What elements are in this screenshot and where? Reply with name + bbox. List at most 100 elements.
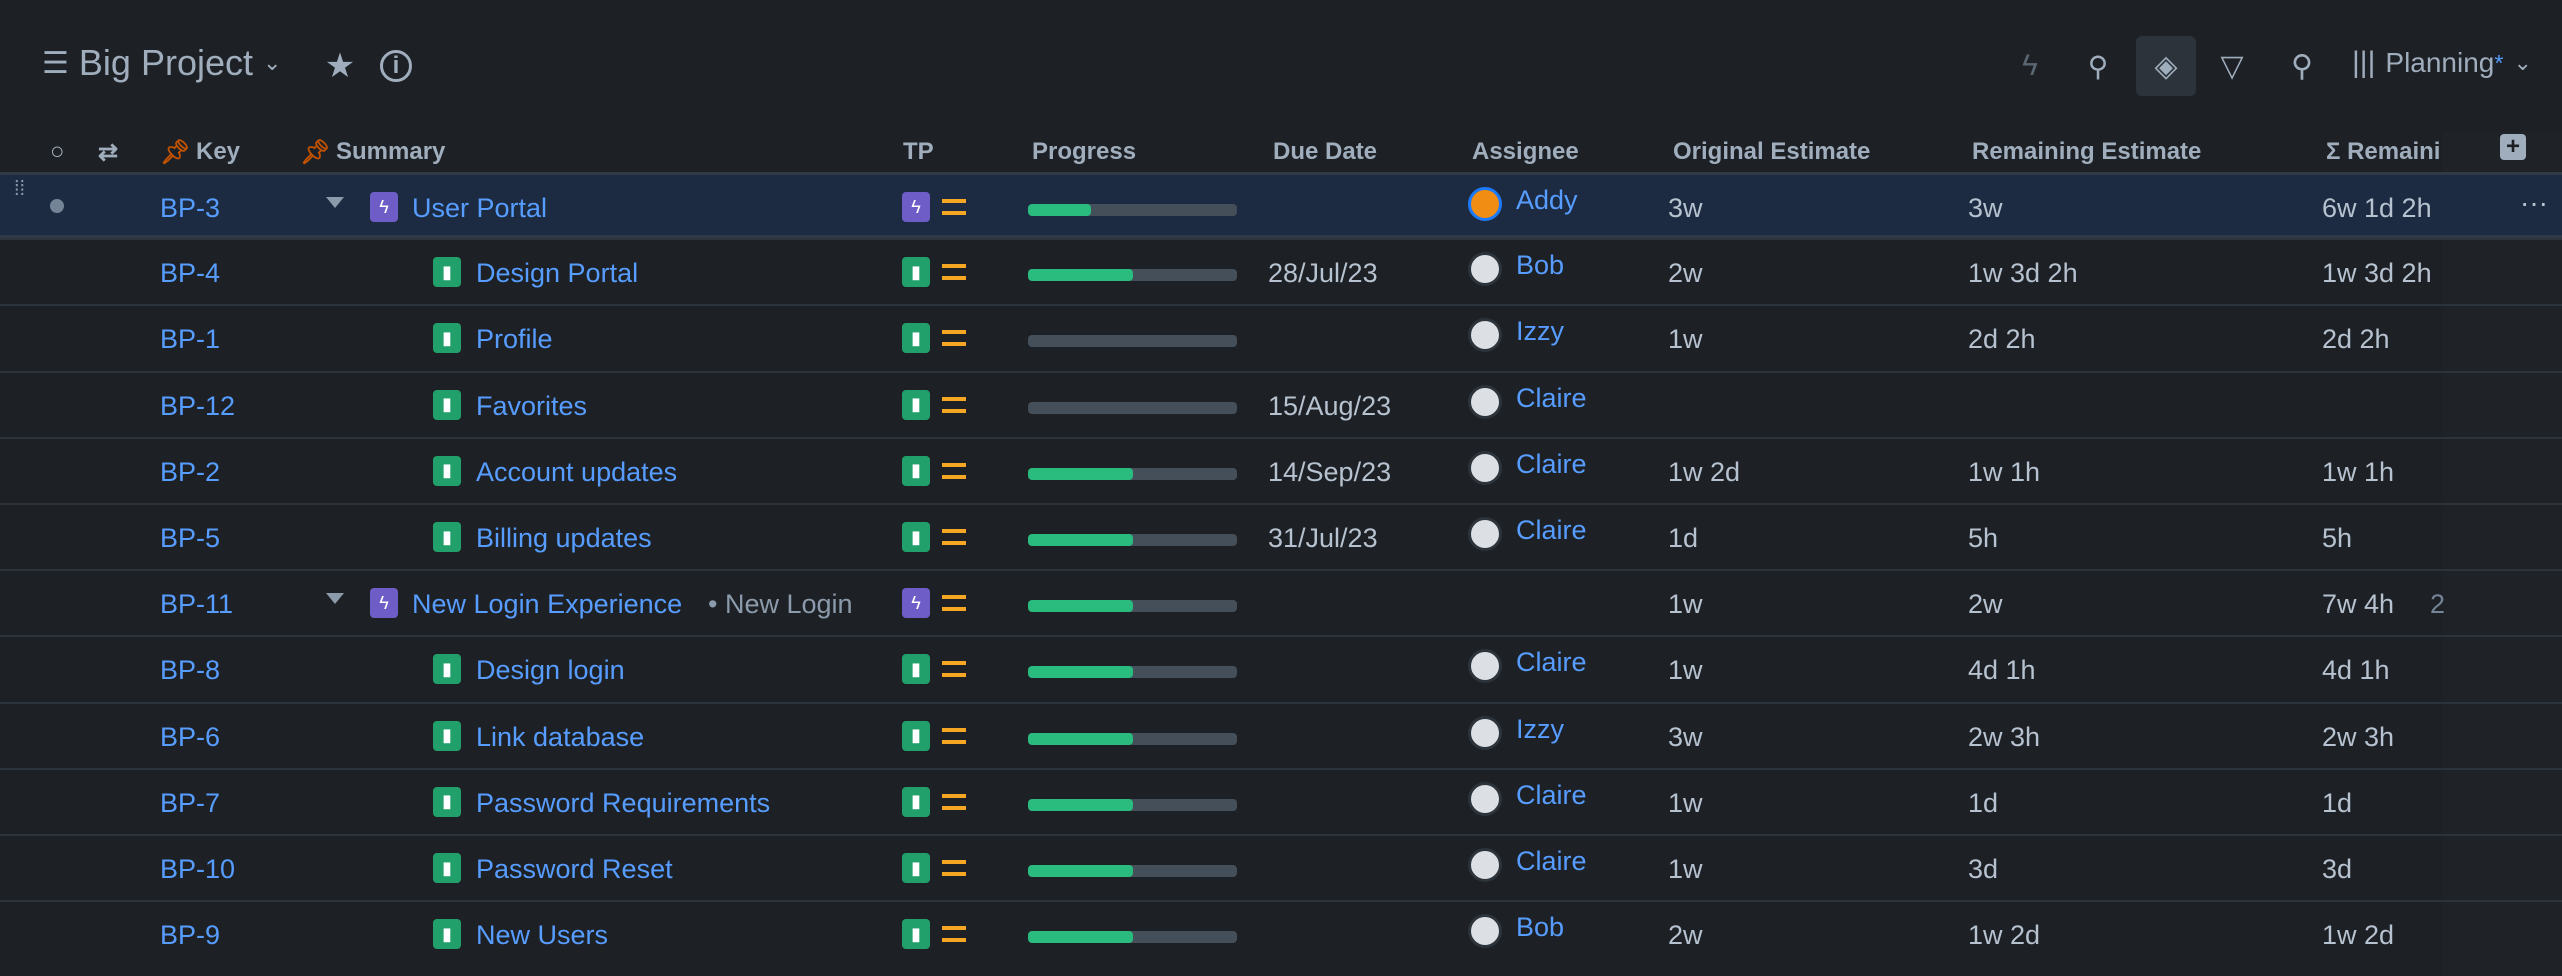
assignee-link[interactable]: Izzy: [1516, 316, 1565, 347]
assignee-link[interactable]: Claire: [1516, 382, 1587, 413]
sum-remaining-estimate: 7w 4h: [2322, 589, 2395, 620]
avatar: [1468, 715, 1502, 750]
issue-key-link[interactable]: BP-6: [160, 721, 221, 752]
column-sum-remaining[interactable]: Σ Remaini: [2326, 138, 2440, 165]
summary-link[interactable]: Profile: [476, 324, 553, 355]
progress-fill: [1028, 865, 1133, 877]
progress-bar: [1028, 534, 1237, 546]
issue-key-link[interactable]: BP-3: [160, 193, 221, 223]
table-row[interactable]: BP-4 ▮ Design Portal ▮ 28/Jul/23 Bob 2w 1w 3d 2…: [0, 238, 2562, 304]
table-row[interactable]: BP-7 ▮ Password Requirements ▮ Claire 1w 1d 1d: [0, 767, 2562, 834]
progress-fill: [1028, 534, 1133, 546]
assignee-link[interactable]: Claire: [1516, 846, 1587, 876]
original-estimate: 3w: [1668, 193, 1703, 223]
summary-link[interactable]: Password Requirements: [476, 787, 771, 818]
info-icon[interactable]: i: [380, 50, 412, 82]
progress-bar: [1028, 269, 1237, 282]
table-row[interactable]: BP-10 ▮ Password Reset ▮ Claire 1w 3d 3d: [0, 834, 2562, 900]
column-due-date[interactable]: Due Date: [1273, 138, 1378, 165]
table-row[interactable]: BP-9 ▮ New Users ▮ Bob 2w 1w 2d 1w 2d: [0, 900, 2562, 966]
view-selector[interactable]: ||| Planning * ⌄: [2352, 46, 2532, 80]
summary-link[interactable]: Billing updates: [476, 523, 652, 553]
assignee-link[interactable]: Claire: [1516, 647, 1587, 678]
filter-icon[interactable]: ▽: [2220, 49, 2244, 83]
issue-key-link[interactable]: BP-11: [160, 589, 234, 620]
issue-key-link[interactable]: BP-1: [160, 324, 221, 355]
summary-link[interactable]: User Portal: [412, 193, 548, 223]
sum-remaining-estimate: 2d 2h: [2322, 324, 2390, 355]
progress-fill: [1028, 931, 1133, 944]
pin-icon[interactable]: 📌︎: [160, 139, 191, 166]
column-summary[interactable]: Summary: [336, 138, 446, 165]
table-row[interactable]: BP-11 ϟ New Login Experience • New Login ϟ 1w…: [0, 569, 2562, 635]
more-actions-icon[interactable]: ···: [2520, 187, 2548, 218]
assignee-link[interactable]: Claire: [1516, 515, 1587, 545]
avatar: [1468, 384, 1502, 419]
sum-remaining-estimate: 2w 3h: [2322, 721, 2395, 752]
summary-link[interactable]: Design login: [476, 655, 625, 686]
swap-icon[interactable]: ⇄: [98, 139, 119, 166]
summary-link[interactable]: New Login Experience: [412, 589, 683, 620]
project-title: Big Project: [78, 42, 253, 83]
expand-caret-icon[interactable]: [326, 593, 344, 605]
column-remaining-estimate[interactable]: Remaining Estimate: [1972, 138, 2202, 165]
column-progress[interactable]: Progress: [1032, 138, 1137, 165]
table-row[interactable]: BP-1 ▮ Profile ▮ Izzy 1w 2d 2h 2d 2h: [0, 304, 2562, 370]
assignee-link[interactable]: Izzy: [1516, 713, 1565, 744]
pin-icon[interactable]: ⚲: [2087, 50, 2109, 82]
column-key[interactable]: Key: [196, 138, 241, 165]
remaining-estimate: 4d 1h: [1968, 655, 2036, 686]
priority-medium-icon: [942, 860, 966, 876]
summary-link[interactable]: Password Reset: [476, 854, 673, 884]
issue-key-link[interactable]: BP-4: [160, 258, 221, 289]
assignee-link[interactable]: Claire: [1516, 448, 1587, 479]
issue-key-link[interactable]: BP-8: [160, 655, 221, 686]
layers-icon[interactable]: ◈: [2136, 36, 2196, 96]
table-row[interactable]: BP-12 ▮ Favorites ▮ 15/Aug/23 Claire: [0, 370, 2562, 437]
add-column-icon[interactable]: +: [2500, 134, 2526, 160]
original-estimate: 1w: [1668, 324, 1703, 355]
pin-icon[interactable]: 📌︎: [300, 139, 331, 166]
avatar: [1468, 318, 1502, 353]
column-assignee[interactable]: Assignee: [1472, 138, 1579, 165]
priority-medium-icon: [942, 727, 966, 744]
search-icon[interactable]: ⚲: [2291, 49, 2313, 83]
table-row[interactable]: BP-2 ▮ Account updates ▮ 14/Sep/23 Claire 1w 2…: [0, 436, 2562, 503]
lightning-icon[interactable]: ϟ: [2022, 49, 2038, 82]
table-row[interactable]: BP-8 ▮ Design login ▮ Claire 1w 4d 1h 4d 1h: [0, 635, 2562, 701]
summary-link[interactable]: Link database: [476, 721, 645, 752]
issue-key-link[interactable]: BP-10: [160, 854, 236, 884]
summary-link[interactable]: Favorites: [476, 390, 588, 421]
issue-key-link[interactable]: BP-9: [160, 920, 221, 951]
assignee-link[interactable]: Bob: [1516, 250, 1565, 281]
summary-link[interactable]: Account updates: [476, 456, 678, 487]
summary-link[interactable]: Design Portal: [476, 258, 639, 289]
remaining-estimate: 1w 3d 2h: [1968, 258, 2078, 289]
table-row[interactable]: BP-6 ▮ Link database ▮ Izzy 3w 2w 3h 2w 3h: [0, 701, 2562, 768]
issue-key-link[interactable]: BP-2: [160, 456, 221, 487]
star-icon[interactable]: ★: [324, 47, 356, 85]
sum-remaining-estimate: 1w 3d 2h: [2322, 258, 2432, 289]
table-row[interactable]: ⁞⁞ BP-3 ϟ User Portal ϟ Addy 3w 3w 6w 1d 2h ···: [0, 172, 2562, 238]
priority-medium-icon: [942, 926, 966, 943]
column-tp[interactable]: TP: [903, 138, 934, 165]
issue-key-link[interactable]: BP-12: [160, 390, 236, 421]
project-title-button[interactable]: ☰ Big Project ⌄: [42, 42, 281, 84]
table-row[interactable]: BP-5 ▮ Billing updates ▮ 31/Jul/23 Claire 1d 5h…: [0, 503, 2562, 569]
issue-key-link[interactable]: BP-5: [160, 523, 221, 553]
expand-caret-icon[interactable]: [326, 197, 344, 208]
status-circle-icon[interactable]: ○: [50, 138, 65, 165]
view-modified-marker: *: [2494, 49, 2504, 76]
assignee-link[interactable]: Addy: [1516, 185, 1578, 215]
table-header: ○ ⇄ 📌︎ Key 📌︎ Summary TP Progress Due Da…: [0, 132, 2562, 172]
assignee-link[interactable]: Claire: [1516, 779, 1587, 810]
drag-handle-icon[interactable]: ⁞⁞: [14, 178, 26, 200]
summary-link[interactable]: New Users: [476, 920, 609, 951]
sum-remaining-estimate: 4d 1h: [2322, 655, 2390, 686]
original-estimate: 1w: [1668, 787, 1703, 818]
progress-bar: [1028, 335, 1237, 348]
column-original-estimate[interactable]: Original Estimate: [1673, 138, 1871, 165]
assignee-link[interactable]: Bob: [1516, 912, 1565, 943]
issue-key-link[interactable]: BP-7: [160, 787, 221, 818]
epic-icon: ϟ: [902, 588, 930, 619]
